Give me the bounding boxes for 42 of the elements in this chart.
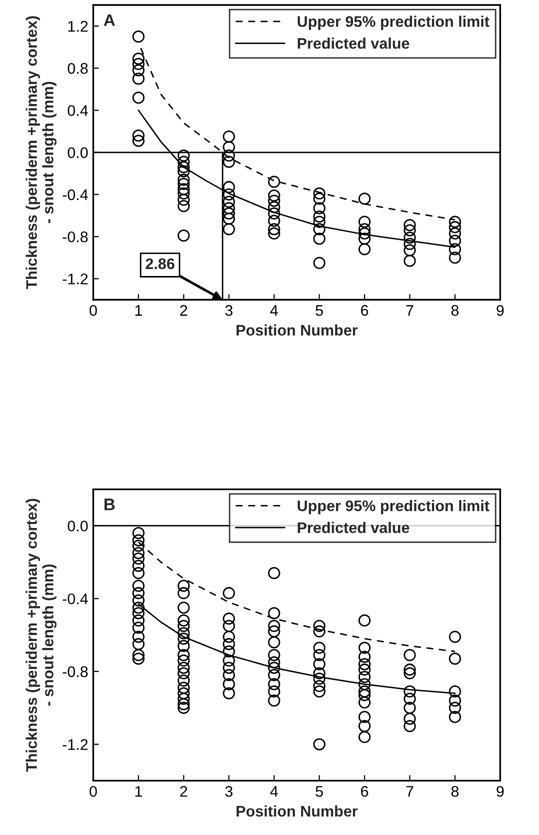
y-tick-label: 0.8 — [68, 63, 88, 74]
x-tick-label: 9 — [496, 786, 504, 797]
x-tick-label: 4 — [270, 305, 278, 316]
x-tick-label: 0 — [90, 305, 97, 316]
y-tick-label: -0.8 — [62, 231, 88, 242]
x-tick-label: 6 — [361, 305, 368, 316]
x-axis-title: Position Number — [236, 805, 358, 817]
annotation: A — [104, 14, 116, 26]
x-tick-label: 6 — [361, 786, 368, 797]
y-tick-label: 0.0 — [68, 147, 88, 158]
y-tick-label: -1.2 — [62, 739, 88, 750]
y-axis-title: Thickness (periderm +primary cortex) - snout length (mm) — [26, 498, 57, 772]
y-axis-title: Thickness (periderm +primary cortex) - snout length (mm) — [26, 16, 57, 290]
x-tick-label: 7 — [406, 305, 414, 316]
x-tick-label: 5 — [316, 305, 323, 316]
y-tick-label: -1.2 — [62, 274, 88, 284]
x-tick-label: 4 — [270, 786, 278, 797]
x-tick-label: 3 — [225, 786, 232, 797]
x-tick-label: 3 — [225, 305, 232, 316]
y-tick-label: 1.2 — [68, 20, 88, 32]
annotation: 2.86 — [146, 258, 174, 270]
y-tick-label: -0.8 — [62, 666, 88, 678]
legend-label: Upper 95% prediction limit — [298, 16, 490, 30]
y-tick-label: -0.4 — [62, 593, 88, 604]
x-tick-label: 8 — [451, 305, 459, 316]
x-tick-label: 1 — [135, 305, 142, 316]
x-tick-label: 7 — [406, 786, 414, 797]
legend-label: Predicted value — [298, 38, 410, 49]
x-tick-label: 8 — [451, 786, 459, 797]
x-tick-label: 5 — [316, 786, 323, 797]
x-tick-label: 2 — [180, 305, 188, 316]
x-tick-label: 1 — [135, 786, 142, 797]
x-tick-label: 2 — [180, 786, 188, 797]
y-tick-label: 0.4 — [68, 105, 88, 116]
legend-label: Upper 95% prediction limit — [298, 500, 490, 514]
x-tick-label: 0 — [90, 786, 97, 797]
y-tick-label: 0.0 — [68, 520, 88, 532]
x-axis-title: Position Number — [236, 324, 358, 336]
y-tick-label: -0.4 — [62, 189, 88, 200]
annotation: B — [104, 498, 115, 510]
legend-label: Predicted value — [298, 522, 410, 534]
x-tick-label: 9 — [496, 305, 504, 316]
